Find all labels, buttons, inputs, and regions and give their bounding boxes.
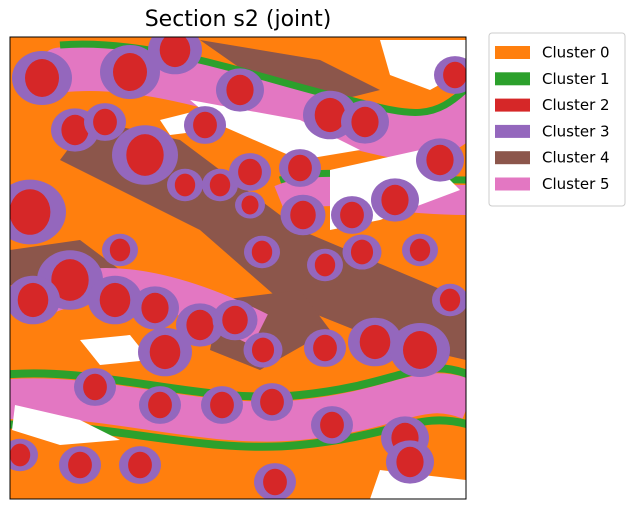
legend-swatch <box>495 124 530 138</box>
region <box>313 334 337 362</box>
region <box>359 324 391 360</box>
region <box>113 53 147 91</box>
region <box>83 373 107 401</box>
region <box>238 158 262 186</box>
region <box>200 40 380 100</box>
region <box>350 239 374 265</box>
region <box>159 37 191 68</box>
region <box>209 173 231 197</box>
gap <box>190 100 360 160</box>
region <box>148 391 172 419</box>
region <box>51 259 89 301</box>
region <box>381 184 409 216</box>
region <box>141 292 169 324</box>
legend-label: Cluster 0 <box>542 44 610 62</box>
plot-frame <box>9 36 467 500</box>
region <box>340 201 364 229</box>
region <box>126 134 164 176</box>
legend-label: Cluster 1 <box>542 70 610 88</box>
region <box>241 195 259 215</box>
region <box>314 97 346 133</box>
legend-label: Cluster 3 <box>542 122 610 140</box>
region <box>251 240 273 264</box>
region <box>290 200 316 230</box>
region <box>193 111 217 139</box>
region <box>351 106 379 138</box>
region <box>109 238 131 262</box>
region <box>99 282 131 318</box>
gap <box>80 335 150 365</box>
region <box>128 451 152 479</box>
region <box>314 253 336 277</box>
region <box>68 451 92 479</box>
legend-label: Cluster 5 <box>542 175 610 193</box>
region <box>226 74 254 106</box>
region <box>403 331 437 369</box>
region <box>93 108 117 136</box>
legend-label: Cluster 2 <box>542 96 610 114</box>
gap <box>12 405 120 445</box>
legend-swatch <box>495 72 530 86</box>
region <box>443 61 466 89</box>
legend-label: Cluster 4 <box>542 149 610 167</box>
region <box>10 189 51 235</box>
region <box>174 173 196 197</box>
region <box>288 154 312 182</box>
region <box>210 391 234 419</box>
region <box>17 282 49 318</box>
region <box>149 334 181 370</box>
region <box>396 446 424 478</box>
legend-swatch <box>495 151 530 165</box>
region <box>222 305 248 335</box>
region <box>61 114 89 146</box>
region <box>251 337 275 363</box>
region <box>10 443 31 467</box>
region <box>409 238 431 262</box>
region <box>186 309 214 341</box>
legend-swatch <box>495 177 530 191</box>
region <box>439 288 461 312</box>
region <box>260 388 284 416</box>
cluster-map <box>10 37 466 499</box>
region <box>263 468 287 496</box>
region <box>426 144 454 176</box>
chart-title: Section s2 (joint) <box>145 7 332 32</box>
region <box>320 411 344 439</box>
legend-swatch <box>495 98 530 112</box>
region <box>25 59 59 97</box>
legend: Cluster 0 Cluster 1 Cluster 2 Cluster 3 Clus… <box>495 44 610 193</box>
legend-swatch <box>495 46 530 59</box>
